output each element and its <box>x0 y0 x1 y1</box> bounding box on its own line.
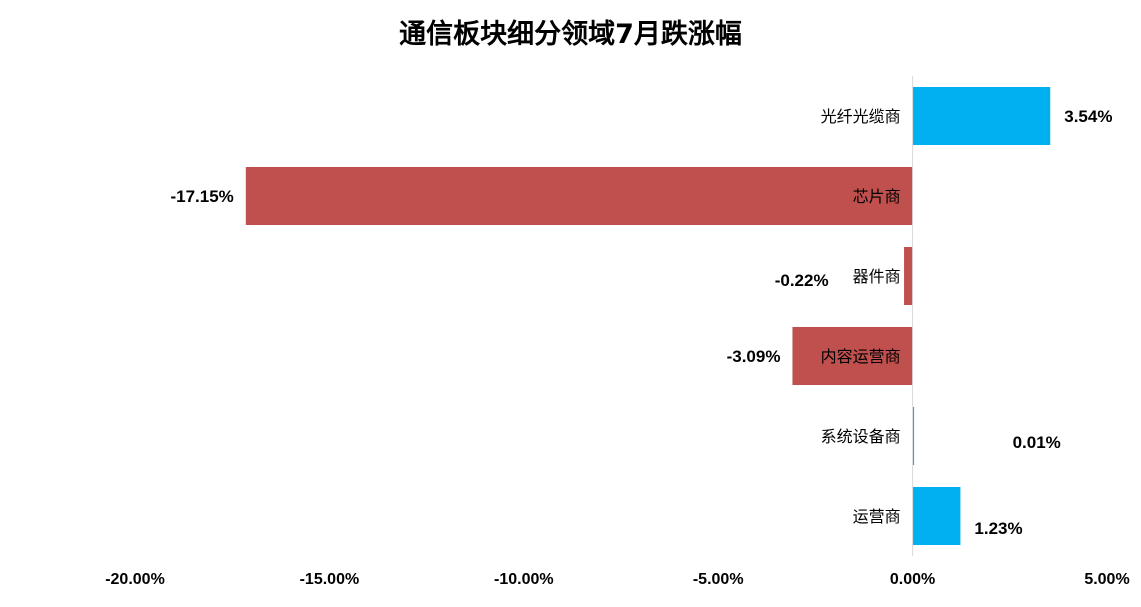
x-tick-label-3: -5.00% <box>693 571 744 588</box>
value-label-2: -0.22% <box>775 271 829 290</box>
category-label-2: 器件商 <box>853 267 901 286</box>
x-tick-label-2: -10.00% <box>494 571 554 588</box>
x-tick-label-4: 0.00% <box>890 571 935 588</box>
bar-5 <box>912 487 961 545</box>
value-label-0: 3.54% <box>1064 107 1112 126</box>
value-labels: 3.54% -17.15% -0.22% -3.09% 0.01% 1.23% <box>170 107 1112 538</box>
x-tick-label-1: -15.00% <box>300 571 360 588</box>
value-label-5: 1.23% <box>974 519 1022 538</box>
value-label-3: -3.09% <box>727 347 781 366</box>
x-tick-label-0: -20.00% <box>105 571 165 588</box>
bar-3 <box>792 327 913 385</box>
bar-2 <box>904 247 913 305</box>
bars-layer <box>245 87 1051 545</box>
value-label-4: 0.01% <box>1013 433 1061 452</box>
chart-title: 通信板块细分领域7月跌涨幅 <box>399 19 742 50</box>
category-label-1: 芯片商 <box>853 187 901 206</box>
x-tick-label-5: 5.00% <box>1084 571 1129 588</box>
category-label-4: 系统设备商 <box>821 427 901 446</box>
category-label-5: 运营商 <box>853 507 901 526</box>
bar-0 <box>912 87 1051 145</box>
x-axis-tick-labels: -20.00% -15.00% -10.00% -5.00% 0.00% 5.00% <box>105 571 1129 588</box>
category-label-3: 内容运营商 <box>821 347 901 366</box>
bar-1 <box>245 167 913 225</box>
category-label-0: 光纤光缆商 <box>821 107 901 126</box>
bar-4 <box>912 407 915 465</box>
value-label-1: -17.15% <box>170 187 233 206</box>
